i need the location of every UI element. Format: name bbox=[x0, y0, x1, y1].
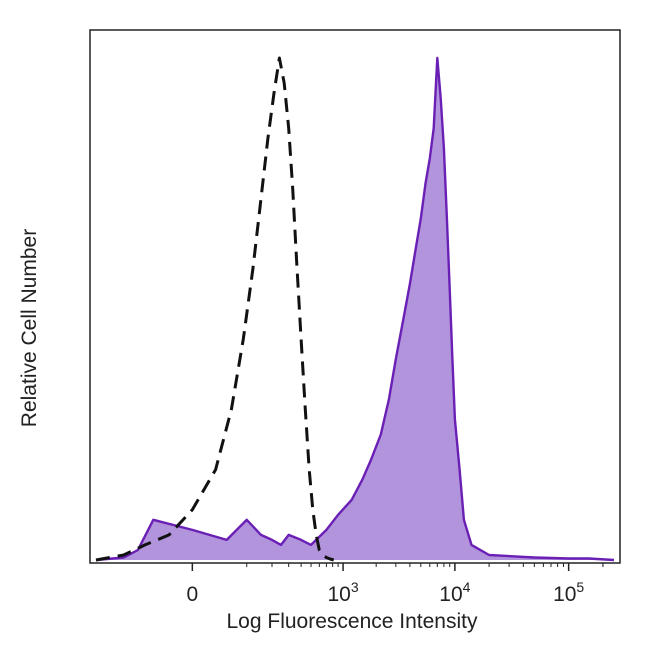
plot-frame bbox=[89, 29, 621, 564]
series-layer bbox=[95, 56, 615, 562]
x-tick-label-2: 104 bbox=[439, 579, 470, 606]
series-0-dashed-line bbox=[95, 56, 335, 562]
x-tick-label-3: 105 bbox=[553, 579, 584, 606]
x-axis-ticks: 0 103 104 105 bbox=[186, 563, 604, 606]
x-tick-label-0: 0 bbox=[186, 583, 198, 606]
x-tick-label-1: 103 bbox=[327, 579, 358, 606]
x-axis-label: Log Fluorescence Intensity bbox=[227, 610, 478, 633]
plot-background bbox=[90, 30, 620, 563]
series-1-outline bbox=[95, 56, 615, 562]
y-axis-label: Relative Cell Number bbox=[18, 229, 41, 427]
